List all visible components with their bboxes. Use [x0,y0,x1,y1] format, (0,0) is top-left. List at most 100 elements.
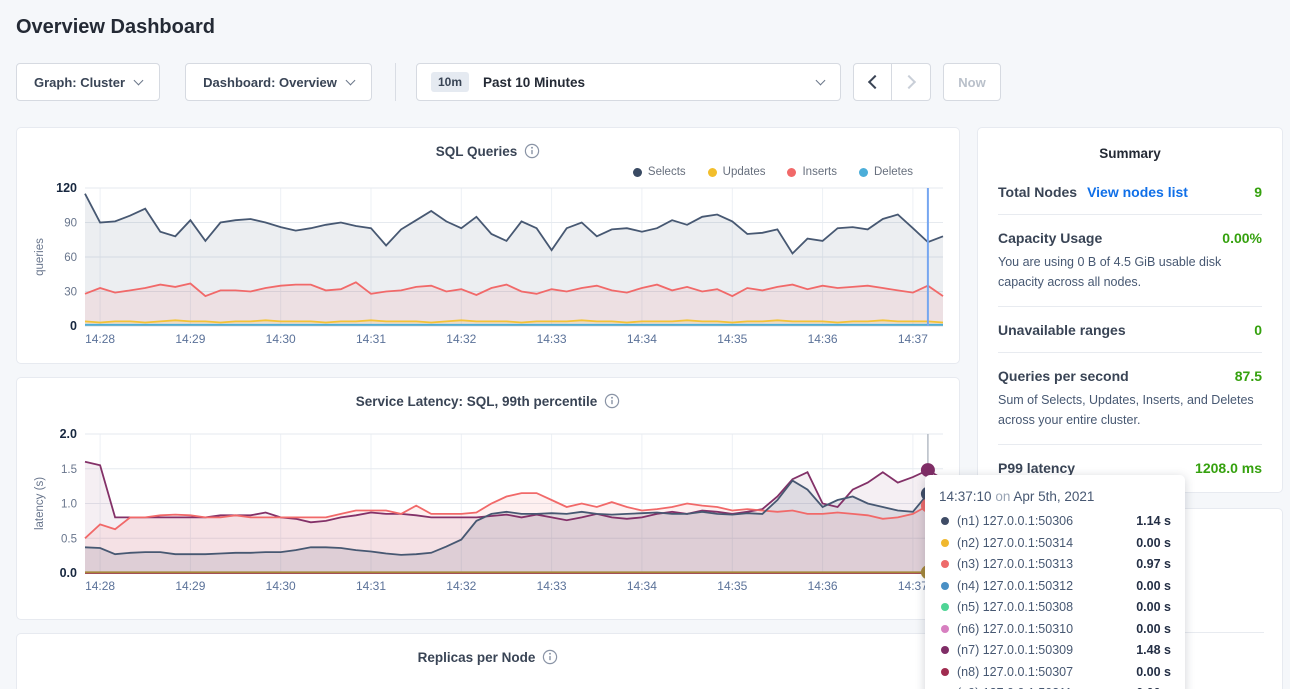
time-nav-buttons [853,63,931,101]
svg-text:14:35: 14:35 [717,579,747,593]
service-latency-card: Service Latency: SQL, 99th percentile 14… [16,377,960,620]
summary-row-unavailable: Unavailable ranges 0 [998,306,1262,338]
replicas-per-node-card: Replicas per Node [16,633,960,689]
svg-text:1.5: 1.5 [61,464,77,476]
svg-text:14:28: 14:28 [85,579,115,593]
svg-text:0.5: 0.5 [61,533,77,545]
node-latency-value: 0.00 s [1136,665,1171,679]
capacity-usage-label: Capacity Usage [998,230,1102,246]
now-button[interactable]: Now [943,63,1001,101]
tooltip-node-row: (n1) 127.0.0.1:503061.14 s [939,512,1171,530]
graph-dropdown[interactable]: Graph: Cluster [16,63,160,101]
view-nodes-list-link[interactable]: View nodes list [1087,184,1188,200]
node-latency-value: 0.00 s [1136,579,1171,593]
legend-item-updates[interactable]: Updates [708,166,766,178]
controls-divider [395,63,396,101]
queries-per-second-label: Queries per second [998,368,1129,384]
summary-row-qps: Queries per second 87.5 Sum of Selects, … [998,352,1262,430]
tooltip-time: 14:37:10 [939,489,992,504]
svg-text:14:33: 14:33 [537,579,567,593]
svg-text:0: 0 [70,319,77,333]
tooltip-timestamp: 14:37:10 on Apr 5th, 2021 [939,489,1171,504]
series-dot-icon [941,517,949,525]
replicas-title-row: Replicas per Node [27,646,949,668]
sql-queries-card: SQL Queries Selects Updates Inserts Deletes… [16,127,960,364]
node-address-label: (n3) 127.0.0.1:50313 [957,557,1136,571]
svg-text:14:29: 14:29 [175,332,205,346]
svg-text:14:30: 14:30 [266,579,296,593]
series-dot-icon [787,168,796,177]
node-address-label: (n6) 127.0.0.1:50310 [957,622,1136,636]
queries-per-second-value: 87.5 [1235,368,1262,384]
node-address-label: (n1) 127.0.0.1:50306 [957,514,1136,528]
info-icon[interactable] [542,649,558,665]
summary-title: Summary [998,146,1262,161]
total-nodes-label: Total Nodes [998,184,1077,200]
legend-item-inserts[interactable]: Inserts [787,166,837,178]
legend-label: Selects [648,166,686,178]
svg-text:14:31: 14:31 [356,332,386,346]
page-title: Overview Dashboard [16,16,1290,39]
svg-text:14:30: 14:30 [266,332,296,346]
queries-per-second-desc: Sum of Selects, Updates, Inserts, and De… [998,390,1262,430]
legend-item-selects[interactable]: Selects [633,166,686,178]
node-address-label: (n4) 127.0.0.1:50312 [957,579,1136,593]
replicas-title: Replicas per Node [418,650,536,665]
summary-row-total-nodes: Total Nodes View nodes list 9 [998,169,1262,200]
node-address-label: (n7) 127.0.0.1:50309 [957,643,1136,657]
series-dot-icon [941,625,949,633]
summary-row-p99: P99 latency 1208.0 ms [998,444,1262,476]
service-latency-chart[interactable]: 14:2814:2914:3014:3114:3214:3314:3414:35… [27,428,967,598]
unavailable-ranges-value: 0 [1254,322,1262,338]
sql-queries-title: SQL Queries [436,144,518,159]
dashboard-dropdown[interactable]: Dashboard: Overview [185,63,372,101]
svg-text:14:28: 14:28 [85,332,115,346]
capacity-usage-value: 0.00% [1222,230,1262,246]
node-latency-value: 0.00 s [1136,600,1171,614]
node-latency-value: 0.00 s [1136,622,1171,636]
series-dot-icon [941,560,949,568]
tooltip-node-row: (n6) 127.0.0.1:503100.00 s [939,620,1171,638]
capacity-usage-desc: You are using 0 B of 4.5 GiB usable disk… [998,252,1262,292]
p99-latency-value: 1208.0 ms [1195,460,1262,476]
svg-text:14:34: 14:34 [627,579,657,593]
time-range-selector[interactable]: 10m Past 10 Minutes [416,63,841,101]
service-latency-title: Service Latency: SQL, 99th percentile [356,394,598,409]
chevron-left-icon [867,75,881,89]
svg-text:14:29: 14:29 [175,579,205,593]
next-range-button[interactable] [892,63,931,101]
tooltip-node-row: (n5) 127.0.0.1:503080.00 s [939,598,1171,616]
svg-text:14:37: 14:37 [898,579,928,593]
svg-text:14:32: 14:32 [446,579,476,593]
previous-range-button[interactable] [853,63,892,101]
series-dot-icon [941,668,949,676]
summary-panel: Summary Total Nodes View nodes list 9 Ca… [977,127,1283,493]
tooltip-node-row: (n2) 127.0.0.1:503140.00 s [939,534,1171,552]
tooltip-node-row: (n3) 127.0.0.1:503130.97 s [939,555,1171,573]
svg-text:0.0: 0.0 [60,566,77,580]
service-latency-title-row: Service Latency: SQL, 99th percentile [27,390,949,412]
tooltip-date: Apr 5th, 2021 [1013,489,1094,504]
node-latency-value: 0.97 s [1136,557,1171,571]
node-latency-value: 1.48 s [1136,643,1171,657]
legend-label: Deletes [874,166,913,178]
charts-column: SQL Queries Selects Updates Inserts Deletes… [16,127,960,689]
sql-queries-title-row: SQL Queries [27,140,949,162]
tooltip-node-row: (n8) 127.0.0.1:503070.00 s [939,663,1171,681]
legend-item-deletes[interactable]: Deletes [859,166,913,178]
svg-text:14:35: 14:35 [717,332,747,346]
overview-dashboard-page: Overview Dashboard Graph: Cluster Dashbo… [0,0,1290,689]
svg-text:14:36: 14:36 [808,579,838,593]
info-icon[interactable] [604,393,620,409]
node-address-label: (n8) 127.0.0.1:50307 [957,665,1136,679]
time-range-badge: 10m [431,72,469,92]
svg-text:14:32: 14:32 [446,332,476,346]
tooltip-on-word: on [995,489,1010,504]
graph-dropdown-label: Graph: Cluster [34,75,125,90]
time-range-label: Past 10 Minutes [483,75,585,90]
info-icon[interactable] [524,143,540,159]
svg-text:14:37: 14:37 [898,332,928,346]
sql-queries-chart[interactable]: 14:2814:2914:3014:3114:3214:3314:3414:35… [27,180,967,352]
chevron-down-icon [345,76,355,86]
chevron-down-icon [816,76,826,86]
